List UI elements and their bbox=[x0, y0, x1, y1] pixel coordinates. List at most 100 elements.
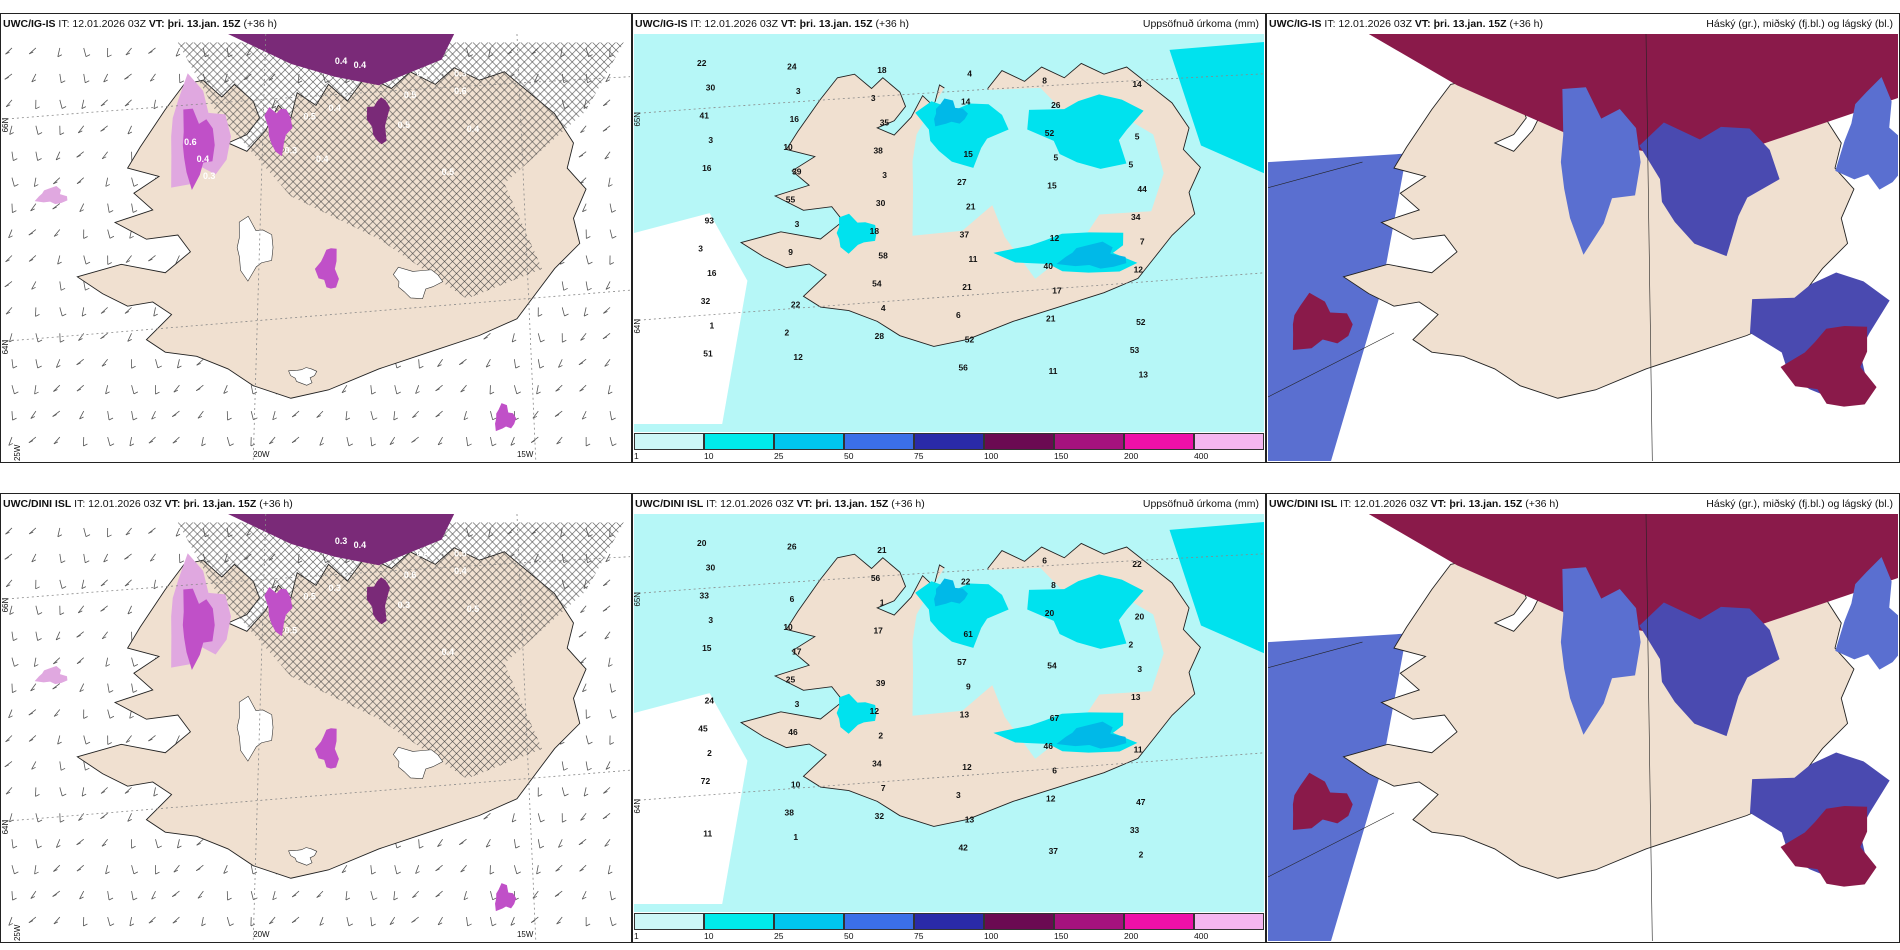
wind-barb bbox=[609, 891, 613, 901]
wind-barb bbox=[561, 307, 565, 317]
wind-barb-flag bbox=[107, 534, 112, 538]
wind-barb-flag bbox=[578, 634, 584, 638]
wind-barb bbox=[418, 839, 420, 849]
wind-barb-flag bbox=[5, 739, 10, 743]
wind-barb bbox=[127, 605, 132, 615]
snow-area-moderate bbox=[495, 403, 517, 432]
wind-barb-flag bbox=[12, 845, 18, 849]
wind-barb bbox=[57, 47, 61, 57]
wind-barb-flag bbox=[60, 767, 66, 771]
wind-barb bbox=[412, 410, 419, 418]
wind-barb-flag bbox=[602, 336, 608, 340]
precip-total-label: 26 bbox=[787, 541, 797, 551]
wind-barb-flag bbox=[605, 559, 610, 563]
wind-barb bbox=[35, 813, 39, 823]
wind-barb-flag bbox=[587, 767, 592, 771]
wind-barb bbox=[101, 151, 108, 160]
wind-barb bbox=[510, 916, 515, 926]
wind-barb-flag bbox=[196, 362, 201, 366]
wind-barb bbox=[30, 203, 37, 212]
wind-barb-flag bbox=[109, 923, 115, 927]
wind-barb-flag bbox=[102, 636, 107, 640]
wind-barb bbox=[34, 385, 37, 395]
precip-value-label: 0.4 bbox=[335, 56, 347, 66]
wind-barb bbox=[59, 73, 62, 83]
wind-barb-flag bbox=[463, 897, 469, 901]
wind-barb-flag bbox=[79, 689, 84, 693]
wind-barb-flag bbox=[132, 690, 138, 693]
wind-barb-flag bbox=[411, 920, 416, 923]
wind-barb bbox=[490, 916, 493, 926]
colorbar-tick-label: 25 bbox=[773, 451, 784, 461]
wind-barb bbox=[31, 761, 37, 770]
wind-barb-flag bbox=[554, 894, 560, 897]
precip-total-label: 9 bbox=[966, 682, 971, 692]
wind-barb bbox=[131, 411, 134, 421]
precip-total-label: 20 bbox=[1135, 611, 1145, 621]
wind-barb-flag bbox=[371, 443, 376, 447]
wind-barb-flag bbox=[108, 417, 114, 421]
high-cloud bbox=[1780, 806, 1877, 887]
snow-area-heavy bbox=[228, 514, 455, 566]
wind-barb bbox=[155, 359, 159, 369]
model-name: UWC/IG-IS bbox=[3, 18, 56, 30]
snow-area-moderate bbox=[495, 883, 517, 912]
wind-barb-flag bbox=[151, 416, 156, 420]
wind-barb bbox=[79, 683, 85, 692]
precip-total-label: 13 bbox=[1131, 692, 1141, 702]
wind-barb-flag bbox=[37, 612, 43, 615]
precip-total-label: 3 bbox=[698, 243, 703, 253]
precip-total-label: 3 bbox=[795, 699, 800, 709]
wind-barb bbox=[11, 359, 14, 369]
no-snow-gap bbox=[288, 367, 318, 386]
wind-barb bbox=[9, 333, 13, 342]
precip-total-label: 3 bbox=[708, 615, 713, 625]
wind-barb-flag bbox=[31, 559, 36, 563]
wind-barb-flag bbox=[100, 583, 106, 587]
wind-barb-flag bbox=[201, 923, 206, 927]
wind-barb-flag bbox=[79, 209, 84, 213]
wind-barb-flag bbox=[459, 362, 464, 365]
cloud-map-svg bbox=[1268, 514, 1898, 941]
wind-barb-flag bbox=[62, 313, 67, 317]
wind-barb bbox=[460, 384, 467, 393]
wind-barb bbox=[415, 865, 420, 874]
map-cloud bbox=[1268, 514, 1898, 941]
wind-barb-flag bbox=[510, 922, 516, 926]
wind-barb bbox=[107, 891, 110, 901]
wind-barb bbox=[153, 787, 156, 797]
precip-total-label: 44 bbox=[1137, 184, 1147, 194]
wind-barb bbox=[463, 891, 467, 900]
wind-barb-flag bbox=[132, 210, 138, 213]
colorbar-tick-label: 150 bbox=[1054, 931, 1069, 941]
high-cloud bbox=[1368, 34, 1898, 163]
wind-barb bbox=[83, 47, 87, 57]
precip-value-label: 0.5 bbox=[454, 549, 466, 559]
wind-barb bbox=[77, 125, 85, 134]
wind-barb bbox=[125, 527, 132, 536]
wind-barb-flag bbox=[53, 714, 59, 717]
wind-barb bbox=[609, 709, 613, 719]
wind-barb-flag bbox=[373, 417, 378, 421]
low-cloud bbox=[1560, 87, 1641, 255]
colorbar-tick-label: 75 bbox=[913, 931, 924, 941]
wind-barb bbox=[35, 151, 38, 161]
wind-barb-flag bbox=[78, 818, 83, 821]
wind-barb bbox=[33, 657, 37, 667]
precip-value-label: 0.4 bbox=[416, 549, 428, 559]
precip-total-label: 16 bbox=[707, 268, 717, 278]
wind-barb-flag bbox=[179, 560, 184, 564]
wind-barb bbox=[105, 177, 109, 187]
wind-barb bbox=[57, 527, 61, 537]
wind-barb-flag bbox=[604, 156, 609, 160]
wind-barb-flag bbox=[611, 690, 616, 693]
wind-barb-flag bbox=[35, 586, 40, 590]
precip-total-label: 10 bbox=[783, 622, 793, 632]
wind-barb-flag bbox=[605, 79, 610, 83]
wind-barb bbox=[537, 839, 541, 849]
wind-barb bbox=[31, 553, 37, 563]
wind-barb-flag bbox=[37, 638, 42, 641]
wind-barb-flag bbox=[435, 868, 440, 872]
precip-value-label: 0.3 bbox=[416, 69, 428, 79]
wind-barb bbox=[250, 385, 254, 395]
